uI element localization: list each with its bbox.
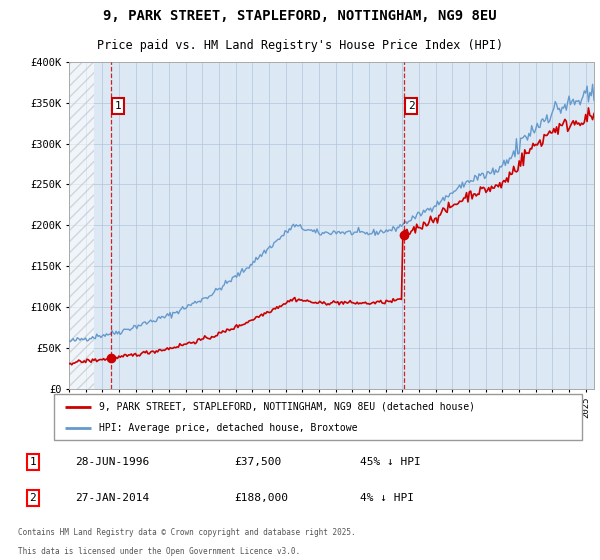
Text: 2: 2	[407, 101, 415, 111]
Text: Contains HM Land Registry data © Crown copyright and database right 2025.: Contains HM Land Registry data © Crown c…	[18, 528, 356, 537]
Text: 1: 1	[29, 457, 36, 467]
Bar	[69, 62, 94, 389]
Text: 45% ↓ HPI: 45% ↓ HPI	[360, 457, 421, 467]
Text: 4% ↓ HPI: 4% ↓ HPI	[360, 493, 414, 503]
FancyBboxPatch shape	[54, 394, 582, 440]
Text: This data is licensed under the Open Government Licence v3.0.: This data is licensed under the Open Gov…	[18, 547, 300, 556]
Text: 1: 1	[115, 101, 121, 111]
Text: Price paid vs. HM Land Registry's House Price Index (HPI): Price paid vs. HM Land Registry's House …	[97, 39, 503, 53]
Text: 9, PARK STREET, STAPLEFORD, NOTTINGHAM, NG9 8EU (detached house): 9, PARK STREET, STAPLEFORD, NOTTINGHAM, …	[99, 402, 475, 412]
Text: 2: 2	[29, 493, 36, 503]
Text: HPI: Average price, detached house, Broxtowe: HPI: Average price, detached house, Brox…	[99, 423, 358, 433]
Text: £188,000: £188,000	[235, 493, 289, 503]
Text: 27-JAN-2014: 27-JAN-2014	[75, 493, 149, 503]
Text: 9, PARK STREET, STAPLEFORD, NOTTINGHAM, NG9 8EU: 9, PARK STREET, STAPLEFORD, NOTTINGHAM, …	[103, 10, 497, 24]
Text: £37,500: £37,500	[235, 457, 282, 467]
Text: 28-JUN-1996: 28-JUN-1996	[75, 457, 149, 467]
